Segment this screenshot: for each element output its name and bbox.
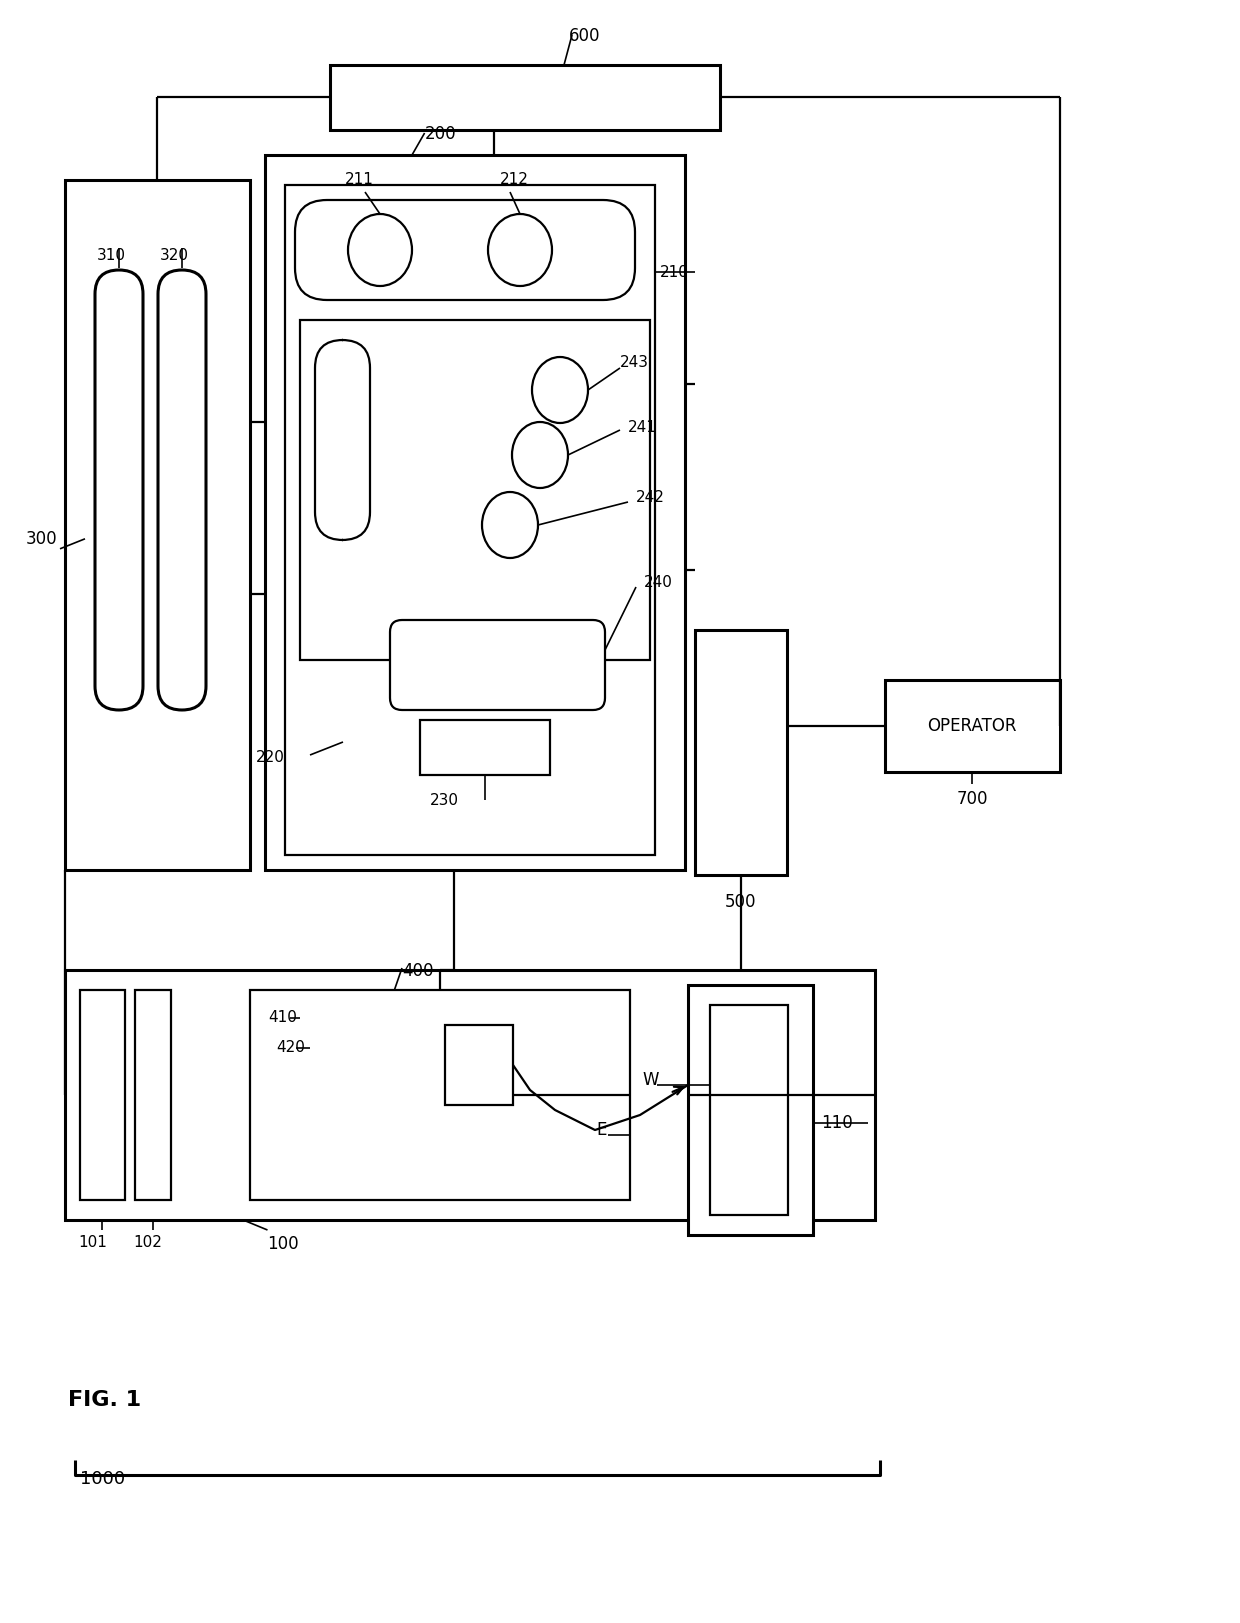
Ellipse shape bbox=[489, 214, 552, 286]
Text: W: W bbox=[642, 1071, 658, 1089]
Text: 211: 211 bbox=[345, 172, 374, 187]
Bar bbox=[885, 680, 1060, 773]
Bar bbox=[445, 1026, 513, 1105]
Text: 240: 240 bbox=[644, 575, 673, 591]
Text: 310: 310 bbox=[97, 248, 126, 263]
Bar bbox=[285, 185, 655, 855]
Text: OPERATOR: OPERATOR bbox=[928, 717, 1017, 735]
Text: 1000: 1000 bbox=[81, 1470, 125, 1488]
Text: 100: 100 bbox=[268, 1235, 299, 1253]
Bar bbox=[688, 985, 813, 1235]
Text: 230: 230 bbox=[430, 794, 459, 808]
Text: 400: 400 bbox=[402, 962, 434, 980]
Text: 212: 212 bbox=[500, 172, 529, 187]
Text: 110: 110 bbox=[821, 1113, 853, 1131]
Ellipse shape bbox=[512, 422, 568, 489]
Text: 102: 102 bbox=[133, 1235, 162, 1250]
Ellipse shape bbox=[482, 492, 538, 558]
Bar bbox=[265, 156, 684, 870]
Bar bbox=[330, 65, 720, 130]
FancyBboxPatch shape bbox=[315, 339, 370, 540]
Text: 420: 420 bbox=[277, 1040, 305, 1055]
FancyBboxPatch shape bbox=[391, 620, 605, 709]
Text: 700: 700 bbox=[957, 790, 988, 808]
Bar bbox=[250, 990, 630, 1199]
Text: 320: 320 bbox=[160, 248, 188, 263]
Text: 242: 242 bbox=[636, 490, 665, 505]
Bar bbox=[64, 180, 250, 870]
Text: 243: 243 bbox=[620, 355, 649, 370]
Ellipse shape bbox=[532, 357, 588, 424]
Text: 300: 300 bbox=[25, 529, 57, 549]
Text: 220: 220 bbox=[257, 750, 285, 764]
Text: FIG. 1: FIG. 1 bbox=[68, 1389, 141, 1410]
Text: E: E bbox=[596, 1121, 606, 1139]
Text: 410: 410 bbox=[268, 1010, 296, 1026]
Bar bbox=[81, 990, 125, 1199]
Text: 500: 500 bbox=[725, 893, 756, 911]
Text: 101: 101 bbox=[78, 1235, 107, 1250]
FancyBboxPatch shape bbox=[95, 269, 143, 709]
Bar bbox=[711, 1005, 787, 1216]
Text: 210: 210 bbox=[660, 266, 689, 281]
Bar bbox=[300, 320, 650, 661]
Ellipse shape bbox=[348, 214, 412, 286]
Bar bbox=[694, 630, 787, 875]
Text: 200: 200 bbox=[424, 125, 456, 143]
Text: 600: 600 bbox=[569, 28, 600, 45]
Bar bbox=[64, 971, 875, 1220]
Bar bbox=[420, 721, 551, 776]
FancyBboxPatch shape bbox=[157, 269, 206, 709]
Bar bbox=[135, 990, 171, 1199]
Text: 241: 241 bbox=[627, 420, 657, 435]
FancyBboxPatch shape bbox=[295, 200, 635, 300]
